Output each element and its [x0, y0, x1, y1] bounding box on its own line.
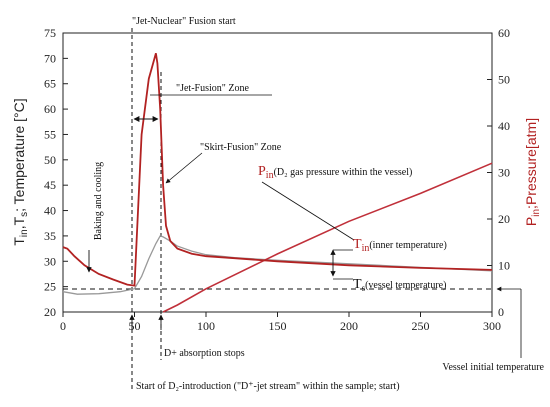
- x-tick-label: 50: [129, 319, 141, 333]
- skirt-fusion-leader: [165, 152, 203, 184]
- y-right-tick-label: 30: [498, 166, 510, 180]
- y-right-axis-ticks: 0 10 20 30 40 50 60: [487, 26, 510, 319]
- jet-fusion-zone-label: "Jet-Fusion" Zone: [176, 83, 249, 94]
- y-left-tick-label: 20: [44, 305, 56, 319]
- y-left-tick-label: 35: [44, 229, 56, 243]
- y-left-tick-label: 50: [44, 153, 56, 167]
- y-left-tick-label: 25: [44, 280, 56, 294]
- start-intro-label: Start of D₂-introduction ("D⁺-jet stream…: [136, 381, 400, 392]
- skirt-fusion-zone-label: "Skirt-Fusion" Zone: [200, 142, 282, 153]
- pressure-label: Pin(D₂ gas pressure within the vessel): [258, 164, 412, 181]
- absorption-stops-label: D+ absorption stops: [164, 348, 245, 359]
- x-axis-ticks: 0 50 100 150 200 250 300: [60, 312, 501, 333]
- y-right-tick-label: 40: [498, 119, 510, 133]
- x-tick-label: 200: [340, 319, 358, 333]
- y-right-tick-label: 20: [498, 212, 510, 226]
- x-tick-label: 300: [483, 319, 501, 333]
- y-right-axis-label: Pin;Pressure[atm]: [523, 118, 542, 226]
- y-left-tick-label: 70: [44, 51, 56, 65]
- y-left-tick-label: 55: [44, 127, 56, 141]
- vessel-initial-label: Vessel initial temperature: [442, 362, 544, 373]
- series-pressure-line: [162, 162, 493, 313]
- y-left-tick-label: 40: [44, 204, 56, 218]
- y-left-axis-label: Tin,Ts; Temperature [°C]: [11, 98, 30, 245]
- y-right-tick-label: 0: [498, 305, 504, 319]
- x-tick-label: 150: [269, 319, 287, 333]
- series-tin-line: [62, 53, 493, 287]
- y-left-tick-label: 75: [44, 26, 56, 40]
- y-right-tick-label: 50: [498, 73, 510, 87]
- x-tick-label: 100: [197, 319, 215, 333]
- y-right-tick-label: 10: [498, 259, 510, 273]
- series-ts-line: [62, 235, 493, 295]
- y-left-axis-ticks: 20 25 30 35 40 45 50 55 60 65 70 75: [44, 26, 68, 319]
- x-tick-label: 0: [60, 319, 66, 333]
- y-right-tick-label: 60: [498, 26, 510, 40]
- pressure-leader: [261, 181, 355, 241]
- y-left-tick-label: 30: [44, 254, 56, 268]
- baking-cooling-label: Baking and cooling: [93, 162, 104, 240]
- ts-label: Ts(vessel temperature): [353, 277, 446, 293]
- y-left-tick-label: 60: [44, 102, 56, 116]
- y-left-tick-label: 45: [44, 178, 56, 192]
- y-left-tick-label: 65: [44, 77, 56, 91]
- jet-nuclear-label: "Jet-Nuclear" Fusion start: [132, 16, 236, 27]
- tin-label: Tin(inner temperature): [353, 237, 447, 254]
- x-tick-label: 250: [412, 319, 430, 333]
